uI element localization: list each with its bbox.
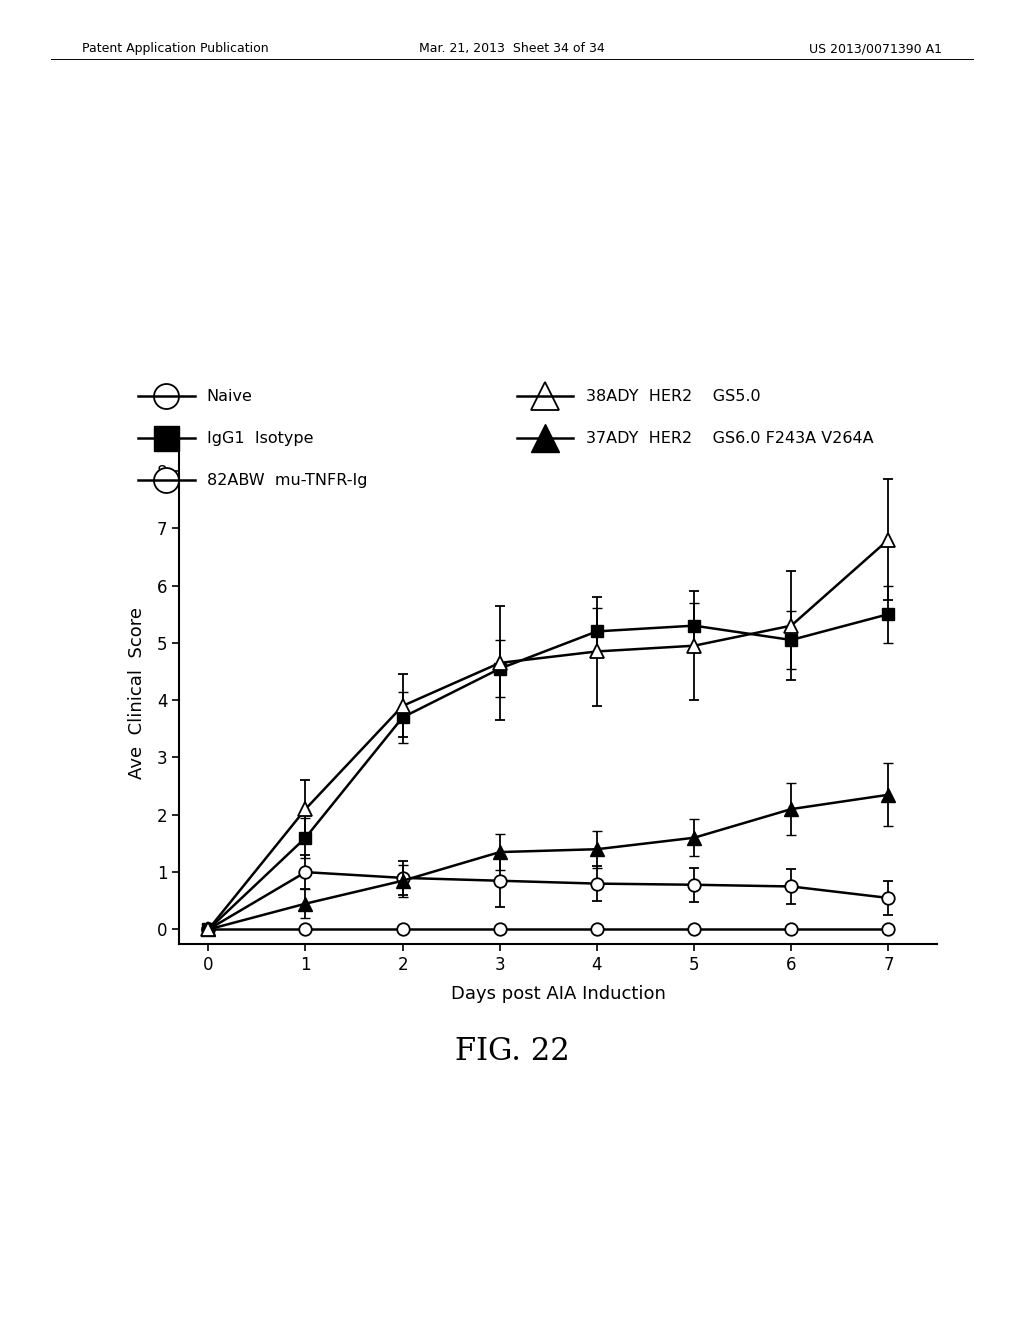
Text: 37ADY  HER2    GS6.0 F243A V264A: 37ADY HER2 GS6.0 F243A V264A [586,430,873,446]
Text: Naive: Naive [207,388,253,404]
Text: Mar. 21, 2013  Sheet 34 of 34: Mar. 21, 2013 Sheet 34 of 34 [419,42,605,55]
Text: 82ABW  mu-TNFR-Ig: 82ABW mu-TNFR-Ig [207,473,368,488]
Text: US 2013/0071390 A1: US 2013/0071390 A1 [809,42,942,55]
Text: 38ADY  HER2    GS5.0: 38ADY HER2 GS5.0 [586,388,761,404]
Text: Patent Application Publication: Patent Application Publication [82,42,268,55]
Y-axis label: Ave  Clinical  Score: Ave Clinical Score [128,607,145,779]
X-axis label: Days post AIA Induction: Days post AIA Induction [451,985,666,1003]
Text: IgG1  Isotype: IgG1 Isotype [207,430,313,446]
Text: FIG. 22: FIG. 22 [455,1036,569,1067]
